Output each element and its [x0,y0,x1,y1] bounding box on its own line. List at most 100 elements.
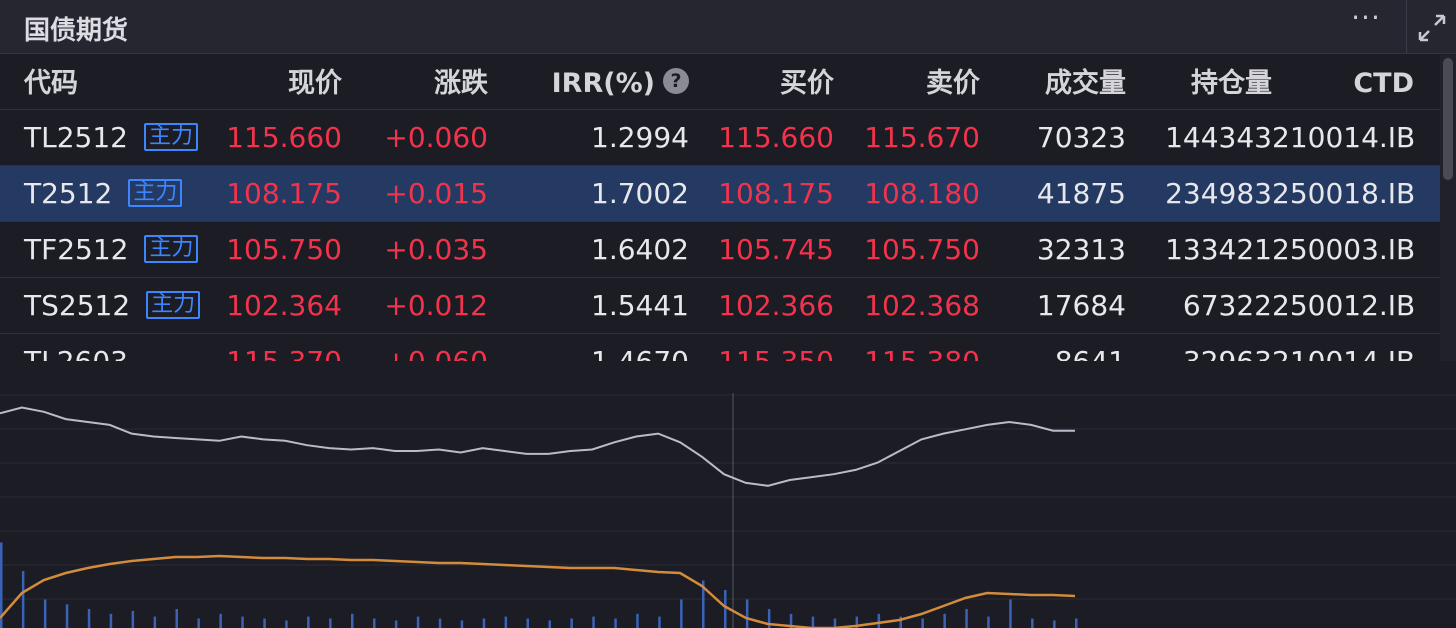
volume-bar [131,610,135,628]
question-circle-icon[interactable]: ? [663,68,689,94]
volume-bar [811,616,815,628]
volume-bar [109,613,113,628]
irr-cell: 1.7002 [591,177,689,210]
header-irr[interactable]: IRR(%)? [520,55,689,111]
volume-bar [877,613,881,628]
table-row[interactable]: TS2512 主力 102.364 +0.012 1.5441 102.366 1… [0,278,1440,334]
price-cell: 115.370 [200,334,342,361]
header-open-interest[interactable]: 持仓量 [1191,68,1272,99]
volume-cell: 8641 [990,334,1126,361]
more-dots-icon[interactable]: ··· [1351,1,1381,34]
volume-bar [636,613,639,628]
bid-cell: 105.745 [718,233,834,266]
main-contract-badge: 主力 [128,179,183,207]
volume-bar [987,616,990,628]
volume-bar [219,613,222,628]
contract-code: T2512 [24,177,113,210]
ask-cell: 115.380 [840,334,980,361]
volume-bar [197,618,200,628]
header-divider [1406,0,1407,54]
volume-bar [614,618,617,628]
price-cell: 105.750 [226,233,342,266]
header-ctd[interactable]: CTD [1353,68,1414,99]
irr-cell: 1.2994 [591,121,689,154]
irr-cell: 1.5441 [591,289,689,322]
header-change[interactable]: 涨跌 [434,68,488,99]
table-scrollbar-thumb[interactable] [1443,58,1453,180]
volume-bar [482,618,486,628]
volume-bar [1031,618,1034,628]
ctd-cell: 250012.IB [1272,289,1416,322]
volume-bar [241,616,244,628]
volume-bar [416,616,420,628]
volume-bar [263,618,266,628]
table-row[interactable]: TF2512 主力 105.750 +0.035 1.6402 105.745 1… [0,222,1440,278]
ask-cell: 105.750 [864,233,980,266]
header-volume[interactable]: 成交量 [1045,68,1126,99]
change-cell: +0.060 [384,121,488,154]
chart-grid [0,394,1456,600]
volume-bar [1075,618,1078,628]
table-row[interactable]: TL2512 主力 115.660 +0.060 1.2994 115.660 1… [0,110,1440,166]
volume-bar [855,616,859,628]
bid-cell: 108.175 [718,177,834,210]
bid-cell: 115.660 [718,121,834,154]
change-cell: +0.035 [384,233,488,266]
contract-code: TS2512 [24,289,131,322]
expand-arrows-icon[interactable] [1416,12,1448,44]
intraday-chart-svg [0,393,1456,628]
main-contract-badge: 主力 [144,235,199,263]
volume-cell: 32313 [1036,233,1126,266]
header-price[interactable]: 现价 [288,68,342,99]
open-interest-cell: 144343 [1165,121,1272,154]
panel-header: 国债期货 ··· [0,0,1456,54]
volume-bar [87,609,91,628]
ctd-cell: 210014.IB [1272,121,1416,154]
volume-cell: 41875 [1036,177,1126,210]
average-price-line [0,554,1076,628]
volume-bar [745,599,749,628]
volume-bar [833,618,837,628]
price-line [0,406,1075,487]
table-row[interactable]: TL2603 115.370 +0.060 1.4670 115.350 115… [0,334,1440,361]
ctd-cell: 250018.IB [1272,177,1416,210]
volume-bar [460,620,464,628]
header-bid[interactable]: 买价 [780,68,834,99]
header-ask[interactable]: 卖价 [926,68,980,99]
volume-bar [438,618,442,628]
volume-bar [329,618,332,628]
header-code[interactable]: 代码 [24,68,78,99]
volume-bar [943,613,946,628]
volume-bar [548,620,551,628]
price-cell: 108.175 [226,177,342,210]
volume-bar [153,616,157,628]
volume-bar [526,618,529,628]
volume-bar [0,542,3,628]
contract-code: TL2512 [24,121,128,154]
bid-cell: 115.350 [700,334,834,361]
volume-bar [21,571,25,628]
panel-title: 国债期货 [24,16,129,46]
volume-bar [307,616,310,628]
main-contract-badge: 主力 [143,123,198,151]
volume-bar [504,616,508,628]
contract-code: TL2603 [24,345,128,361]
change-cell: +0.060 [350,334,488,361]
volume-bar [921,618,924,628]
volume-bar [789,613,793,628]
open-interest-cell: 32963 [1130,334,1272,361]
volume-bar [702,580,705,628]
volume-bar [767,609,771,628]
ask-cell: 115.670 [864,121,980,154]
intraday-chart [0,363,1456,628]
volume-bar [724,590,727,628]
change-cell: +0.012 [384,289,488,322]
table-row-selected[interactable]: T2512 主力 108.175 +0.015 1.7002 108.175 10… [0,166,1440,222]
ctd-cell: 250003.IB [1272,233,1416,266]
volume-bar [899,616,902,628]
futures-table: 代码 现价 涨跌 IRR(%)? 买价 卖价 成交量 持仓量 CTD TL251… [0,55,1440,361]
main-contract-badge: 主力 [146,291,201,319]
volume-bar [1009,599,1012,628]
volume-bar [394,620,398,628]
ask-cell: 108.180 [864,177,980,210]
